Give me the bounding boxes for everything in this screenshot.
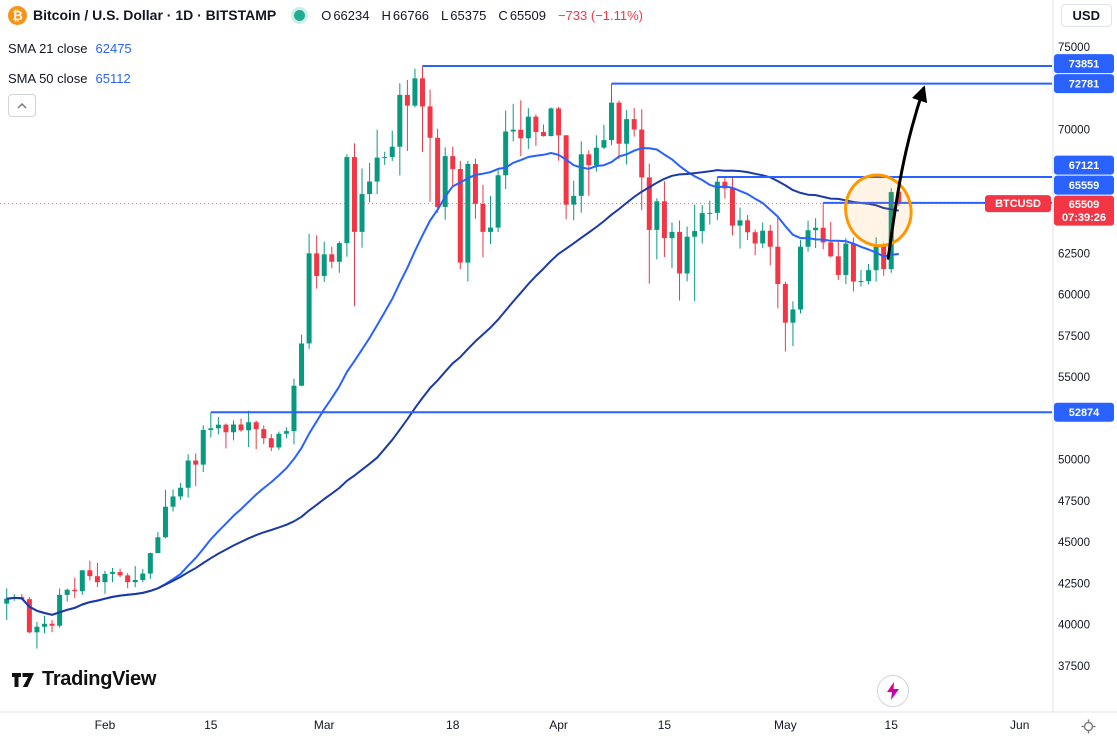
- tradingview-logo[interactable]: TradingView: [10, 666, 156, 692]
- svg-text:47500: 47500: [1058, 496, 1090, 508]
- high-value: 66766: [392, 7, 430, 23]
- svg-text:Feb: Feb: [95, 718, 116, 732]
- low-value: 65375: [450, 7, 487, 23]
- svg-text:18: 18: [446, 718, 460, 732]
- svg-text:52874: 52874: [1069, 407, 1100, 419]
- svg-text:73851: 73851: [1069, 59, 1100, 71]
- svg-text:57500: 57500: [1058, 331, 1090, 343]
- sma21-value: 62475: [95, 40, 132, 56]
- svg-text:75000: 75000: [1058, 42, 1090, 54]
- svg-text:42500: 42500: [1058, 578, 1090, 590]
- svg-text:Mar: Mar: [314, 718, 335, 732]
- change-value: −733 (−1.11%): [557, 7, 644, 23]
- svg-text:55000: 55000: [1058, 372, 1090, 384]
- low-label: L: [441, 7, 449, 23]
- symbol-title[interactable]: Bitcoin / U.S. Dollar · 1D · BITSTAMP: [33, 7, 277, 23]
- svg-text:62500: 62500: [1058, 248, 1090, 260]
- tradingview-logo-icon: [12, 673, 34, 687]
- svg-text:40000: 40000: [1058, 620, 1090, 632]
- svg-text:50000: 50000: [1058, 455, 1090, 467]
- indicator-legend: SMA 21 close 62475 SMA 50 close 65112: [8, 36, 132, 96]
- chevron-up-icon: [17, 102, 27, 109]
- svg-text:37500: 37500: [1058, 661, 1090, 673]
- svg-text:67121: 67121: [1069, 160, 1100, 172]
- bitcoin-icon: ₿: [8, 5, 27, 25]
- svg-text:15: 15: [204, 718, 218, 732]
- svg-text:07:39:26: 07:39:26: [1062, 212, 1106, 224]
- scale-settings-button[interactable]: [1081, 719, 1096, 736]
- ohlc-readout: O 66234 H 66766 L 65375 C 65509 −733 (−1.11%…: [321, 8, 643, 23]
- svg-text:65509: 65509: [1069, 199, 1100, 211]
- svg-text:70000: 70000: [1058, 125, 1090, 137]
- sma50-label: SMA 50 close: [8, 70, 88, 86]
- svg-text:45000: 45000: [1058, 537, 1090, 549]
- close-value: 65509: [509, 7, 546, 23]
- close-label: C: [498, 7, 508, 23]
- legend-row-sma21[interactable]: SMA 21 close 62475: [8, 36, 132, 60]
- currency-toggle-button[interactable]: USD: [1060, 4, 1112, 27]
- svg-text:Jun: Jun: [1010, 718, 1029, 732]
- sma50-value: 65112: [95, 70, 131, 86]
- svg-text:15: 15: [658, 718, 672, 732]
- open-value: 66234: [333, 7, 370, 23]
- gear-icon: [1081, 719, 1096, 734]
- open-label: O: [321, 7, 332, 23]
- svg-text:15: 15: [885, 718, 899, 732]
- flash-ideas-button[interactable]: [877, 675, 909, 707]
- svg-text:Apr: Apr: [549, 718, 568, 732]
- lightning-icon: [887, 682, 899, 700]
- high-label: H: [381, 7, 391, 23]
- svg-text:72781: 72781: [1069, 79, 1100, 91]
- market-status-icon[interactable]: [294, 9, 306, 21]
- collapse-legend-button[interactable]: [8, 94, 36, 117]
- svg-text:65559: 65559: [1069, 180, 1100, 192]
- brand-name: TradingView: [42, 667, 157, 690]
- symbol-header: ₿ Bitcoin / U.S. Dollar · 1D · BITSTAMP …: [0, 0, 643, 30]
- svg-text:May: May: [774, 718, 797, 732]
- legend-row-sma50[interactable]: SMA 50 close 65112: [8, 66, 132, 90]
- svg-text:BTCUSD: BTCUSD: [995, 198, 1041, 210]
- svg-text:60000: 60000: [1058, 290, 1090, 302]
- sma21-label: SMA 21 close: [8, 40, 88, 56]
